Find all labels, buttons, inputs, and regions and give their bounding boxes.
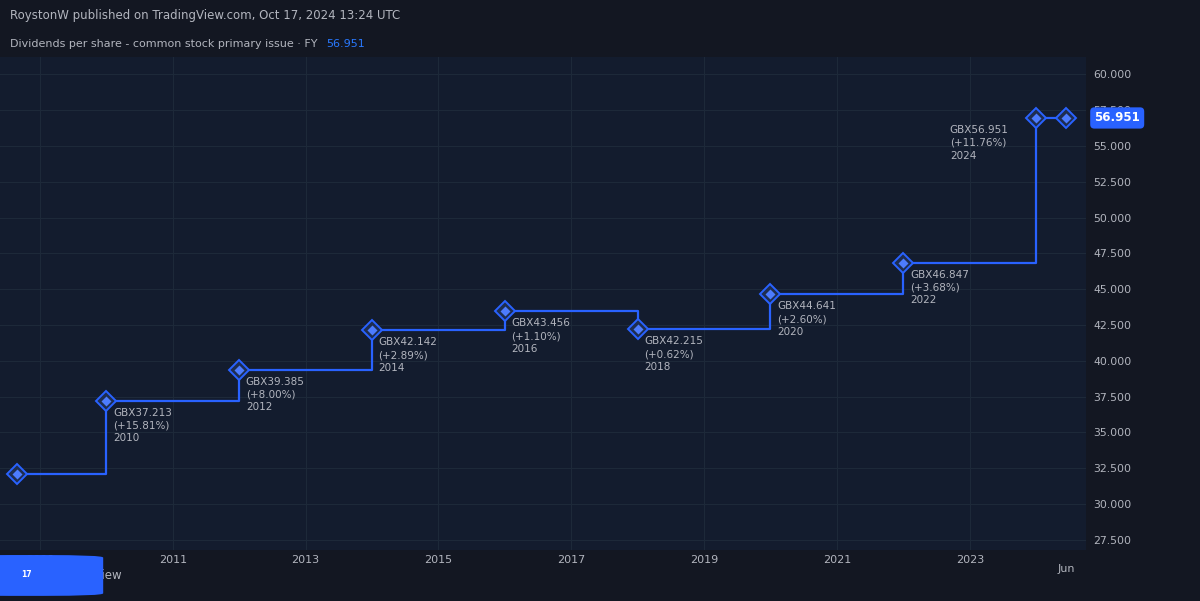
Text: GBX56.951
(+11.76%)
2024: GBX56.951 (+11.76%) 2024 <box>950 125 1009 160</box>
Text: 17: 17 <box>22 570 31 579</box>
Text: GBX42.215
(+0.62%)
2018: GBX42.215 (+0.62%) 2018 <box>644 336 703 372</box>
Text: GBX42.142
(+2.89%)
2014: GBX42.142 (+2.89%) 2014 <box>379 337 438 373</box>
Text: GBX44.641
(+2.60%)
2020: GBX44.641 (+2.60%) 2020 <box>778 302 836 337</box>
Text: Jun: Jun <box>1057 564 1075 573</box>
Text: GBX43.456
(+1.10%)
2016: GBX43.456 (+1.10%) 2016 <box>511 319 570 354</box>
Text: 56.951: 56.951 <box>326 39 365 49</box>
FancyBboxPatch shape <box>0 555 103 596</box>
Text: 56.951: 56.951 <box>1094 111 1140 124</box>
Text: Dividends per share - common stock primary issue · FY: Dividends per share - common stock prima… <box>10 39 324 49</box>
Text: RoystonW published on TradingView.com, Oct 17, 2024 13:24 UTC: RoystonW published on TradingView.com, O… <box>10 9 400 22</box>
Text: TradingView: TradingView <box>50 569 122 582</box>
Text: GBX37.213
(+15.81%)
2010: GBX37.213 (+15.81%) 2010 <box>113 408 172 444</box>
Text: GBX39.385
(+8.00%)
2012: GBX39.385 (+8.00%) 2012 <box>246 377 305 412</box>
Text: GBX46.847
(+3.68%)
2022: GBX46.847 (+3.68%) 2022 <box>910 270 968 305</box>
